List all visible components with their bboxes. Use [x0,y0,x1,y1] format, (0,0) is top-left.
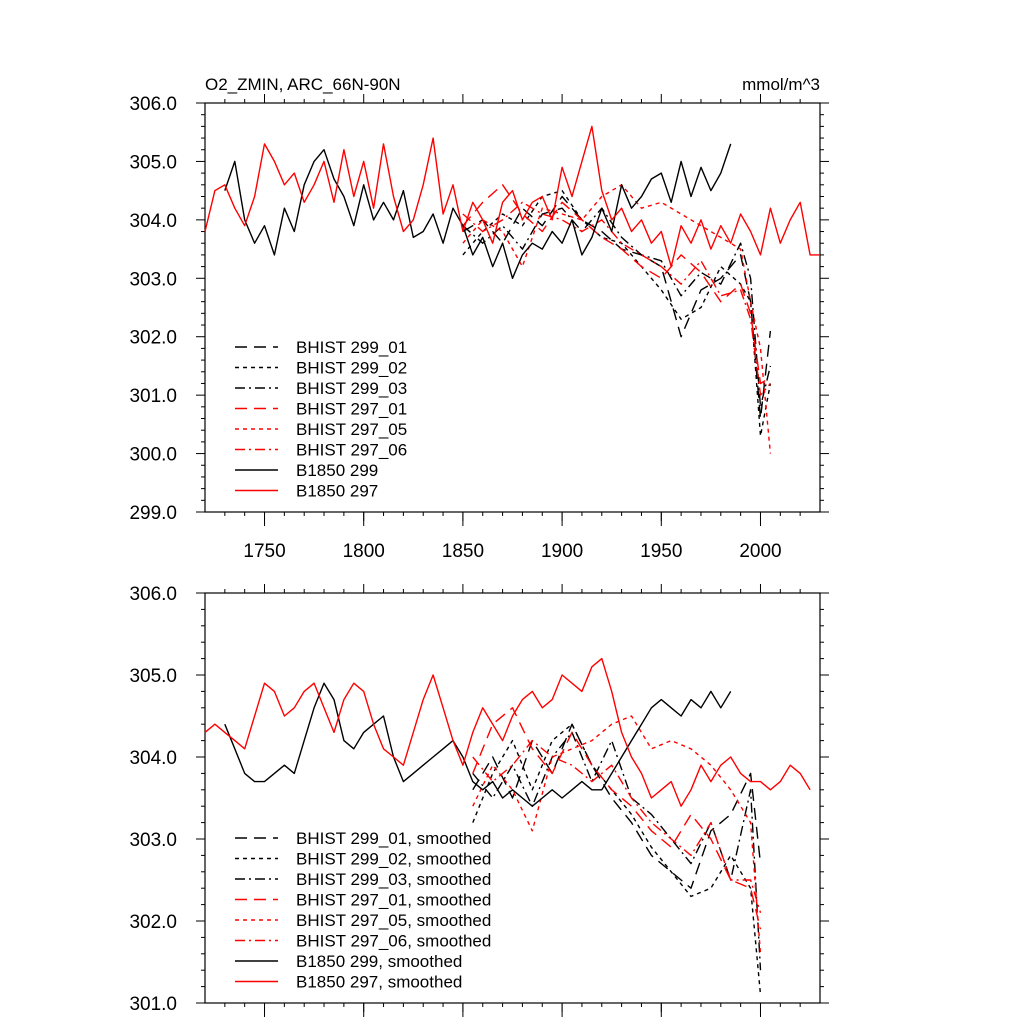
top-legend-label-8: B1850 297 [296,482,378,501]
top-chart-units: mmol/m^3 [742,75,820,94]
bottom-series-line-2 [472,723,762,995]
bottom-legend-label-8: B1850 297, smoothed [296,973,462,992]
top-series-line-8 [204,125,820,268]
bottom-axes: 301.0 302.0 303.0 304.0 305.0 306.0 [129,584,829,1017]
top-y-tick-label: 304.0 [129,211,177,232]
top-y-tick-label: 300.0 [129,445,177,466]
top-y-tick-label: 301.0 [129,386,177,407]
top-legend-label-3: BHIST 299_03 [296,379,407,398]
top-legend-label-2: BHIST 299_02 [296,359,407,378]
top-series-line-7 [224,143,732,279]
top-y-tick-label: 299.0 [129,503,177,524]
top-y-tick-label: 303.0 [129,269,177,290]
bottom-y-tick-label: 301.0 [129,994,177,1015]
top-x-tick-label: 2000 [739,541,781,562]
bottom-series-group [204,657,811,995]
bottom-series-line-1 [472,723,762,889]
bottom-y-tick-label: 303.0 [129,830,177,851]
bottom-series-line-7 [224,682,732,807]
top-y-tick-label: 306.0 [129,94,177,115]
bottom-legend-label-4: BHIST 297_01, smoothed [296,891,491,910]
top-series-group [204,125,820,454]
bottom-y-tick-label: 305.0 [129,666,177,687]
bottom-legend: BHIST 299_01, smoothed BHIST 299_02, smoo… [235,829,491,992]
top-plot-frame [204,102,821,513]
bottom-series-line-6 [472,739,762,914]
bottom-y-tick-label: 302.0 [129,912,177,933]
top-axes: 1750 1800 1850 1900 1950 2000 299.0 300.0 301.0 3… [129,94,829,562]
top-series-line-5 [462,184,772,454]
top-y-tick-label: 305.0 [129,152,177,173]
top-x-tick-label: 1950 [640,541,682,562]
top-y-tick-label: 302.0 [129,328,177,349]
bottom-series-line-5 [472,715,762,954]
bottom-series-line-3 [472,731,762,971]
top-legend-label-4: BHIST 297_01 [296,400,407,419]
bottom-legend-label-5: BHIST 297_05, smoothed [296,911,491,930]
top-legend-label-7: B1850 299 [296,461,378,480]
bottom-y-tick-label: 306.0 [129,584,177,605]
top-x-tick-label: 1900 [541,541,583,562]
bottom-legend-label-1: BHIST 299_01, smoothed [296,829,491,848]
top-legend-label-1: BHIST 299_01 [296,338,407,357]
top-series-line-6 [462,201,771,396]
bottom-legend-label-3: BHIST 299_03, smoothed [296,870,491,889]
top-x-tick-label: 1800 [343,541,385,562]
top-panel: O2_ZMIN, ARC_66N-90N mmol/m^3 1750 1800 18… [129,75,829,562]
top-series-line-3 [462,207,772,408]
bottom-legend-label-7: B1850 299, smoothed [296,952,462,971]
top-series-line-1 [462,195,772,420]
top-x-tick-label: 1750 [243,541,285,562]
bottom-legend-label-2: BHIST 299_02, smoothed [296,850,491,869]
bottom-panel: 301.0 302.0 303.0 304.0 305.0 306.0 BHIST 299… [129,584,829,1017]
bottom-series-line-8 [204,657,811,807]
top-series-line-2 [462,189,772,437]
bottom-legend-label-6: BHIST 297_06, smoothed [296,932,491,951]
top-legend-label-5: BHIST 297_05 [296,420,407,439]
top-x-tick-label: 1850 [442,541,484,562]
top-chart-title: O2_ZMIN, ARC_66N-90N [205,75,401,94]
top-legend-label-6: BHIST 297_06 [296,441,407,460]
bottom-plot-frame [204,592,821,1004]
bottom-series-line-4 [472,707,762,930]
bottom-y-tick-label: 304.0 [129,748,177,769]
